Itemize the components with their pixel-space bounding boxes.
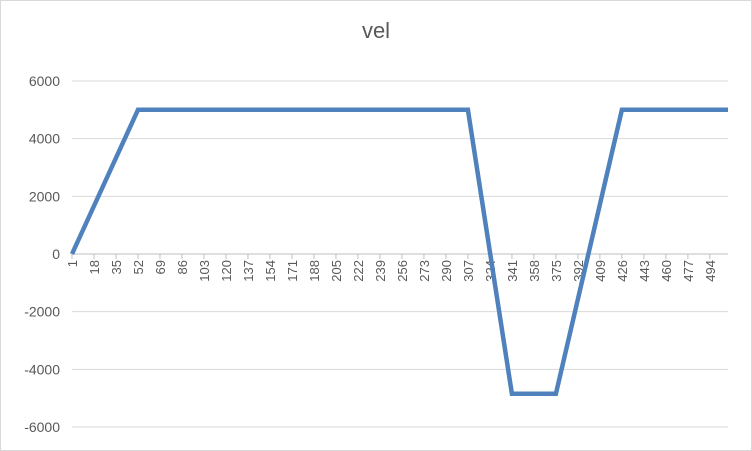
y-tick-label: -6000 [24,419,60,435]
x-tick-label: 290 [439,260,454,282]
x-tick-label: 273 [417,260,432,282]
x-tick-label: 443 [637,260,652,282]
y-tick-label: 6000 [29,73,60,89]
y-tick-label: -2000 [24,304,60,320]
x-tick-label: 120 [219,260,234,282]
y-tick-label: -4000 [24,361,60,377]
series-line [69,107,728,397]
chart-title: vel [361,18,391,43]
x-tick-label: 205 [329,260,344,282]
x-tick-label: 341 [505,260,520,282]
x-tick-label: 494 [703,260,718,282]
x-tick-label: 52 [131,260,146,274]
y-tick-label: 0 [52,246,60,262]
x-tick-label: 154 [263,260,278,282]
x-tick-label: 86 [175,260,190,274]
x-tick-label: 460 [659,260,674,282]
x-tick-label: 375 [549,260,564,282]
x-tick-label: 18 [87,260,102,274]
x-tick-label: 256 [395,260,410,282]
x-tick-label: 239 [373,260,388,282]
x-tick-label: 171 [285,260,300,282]
y-tick-label: 4000 [29,131,60,147]
x-tick-label: 426 [615,260,630,282]
x-tick-label: 477 [681,260,696,282]
x-tick-label: 307 [461,260,476,282]
x-tick-label: 358 [527,260,542,282]
x-tick-label: 409 [593,260,608,282]
y-tick-label: 2000 [29,188,60,204]
x-tick-label: 69 [153,260,168,274]
x-tick-label: 222 [351,260,366,282]
x-tick-label: 103 [197,260,212,282]
x-tick-label: 1 [65,260,80,267]
x-tick-label: 137 [241,260,256,282]
x-tick-label: 35 [109,260,124,274]
x-tick-label: 188 [307,260,322,282]
